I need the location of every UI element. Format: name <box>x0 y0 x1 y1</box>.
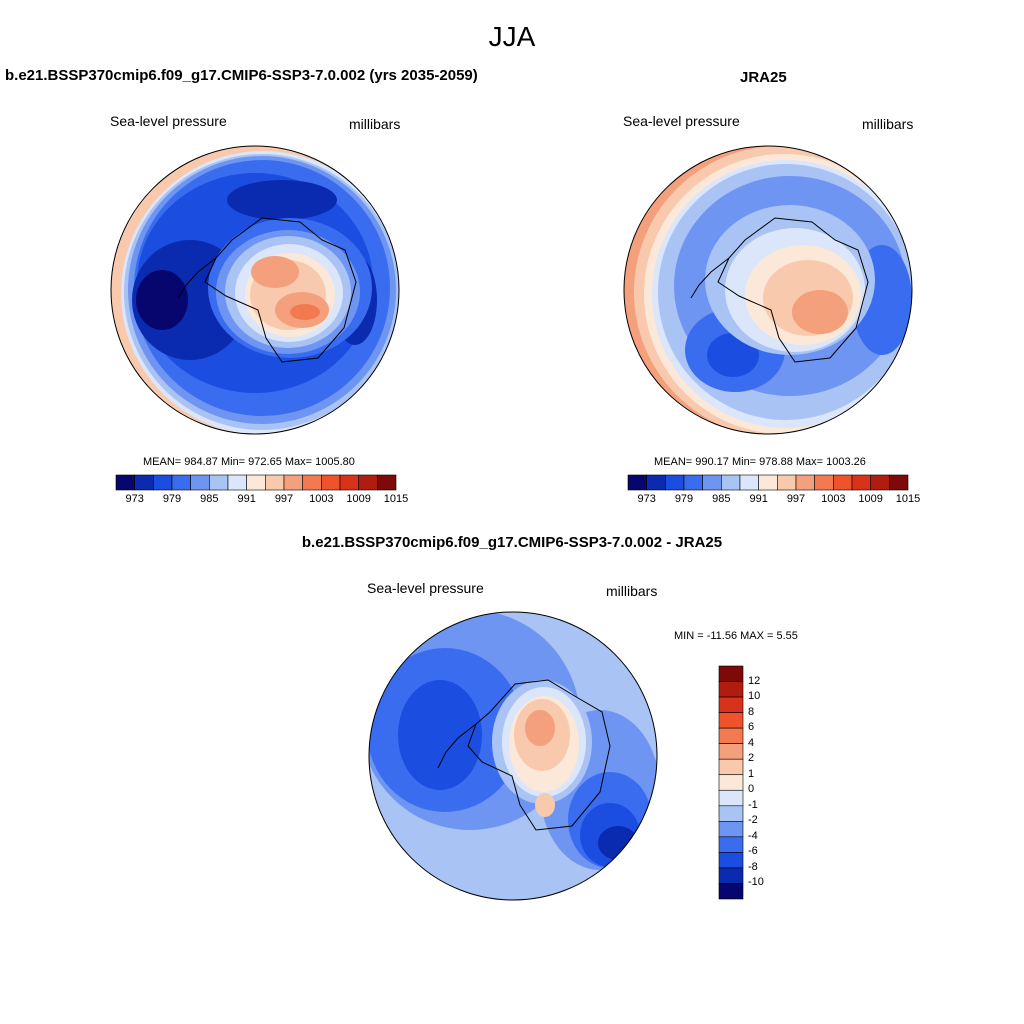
panel-1-colorbar-box <box>153 474 173 491</box>
panel-3-colorbar-tick-label: 12 <box>748 674 761 687</box>
panel-3-colorbar-box <box>718 681 744 698</box>
panel-3-colorbar-tick-label: -6 <box>748 845 758 858</box>
panel-3-colorbar-box <box>718 727 744 744</box>
panel-2-colorbar-tick-label: 1003 <box>821 493 846 505</box>
panel-2-colorbar-box <box>739 474 759 491</box>
panel-2-colorbar-box <box>795 474 815 491</box>
panel-2-colorbar-box <box>758 474 778 491</box>
panel-2-colorbar-box <box>870 474 890 491</box>
panel-3-colorbar-box <box>718 805 744 822</box>
panel-3-colorbar-box <box>718 867 744 884</box>
panel-3-colorbar-tick-label: -8 <box>748 860 758 873</box>
panel-3-colorbar-tick-label: -2 <box>748 814 758 827</box>
panel-1-colorbar-box <box>377 474 397 491</box>
panel-1-stats: MEAN= 984.87 Min= 972.65 Max= 1005.80 <box>143 456 355 468</box>
panel-3-stats: MIN = -11.56 MAX = 5.55 <box>674 630 798 642</box>
panel-1-colorbar <box>115 474 397 491</box>
panel-1-units-label: millibars <box>349 116 401 132</box>
panel-2-colorbar-tick-label: 997 <box>786 493 806 505</box>
panel-3-colorbar-box <box>718 696 744 713</box>
panel-1-colorbar-box <box>171 474 191 491</box>
panel-1-colorbar-tick-label: 991 <box>237 493 256 505</box>
panel-3-colorbar-box <box>718 774 744 791</box>
panel-3-colorbar-box <box>718 758 744 776</box>
panel-1-colorbar-box <box>227 474 247 491</box>
panel-2-colorbar-tick-label: 973 <box>637 493 656 505</box>
panel-3-colorbar-tick-label: 4 <box>748 736 755 749</box>
panel-2-colorbar-tick-label: 1009 <box>858 493 883 505</box>
panel-1-colorbar-box <box>246 474 266 491</box>
panel-3-map-border <box>368 611 658 901</box>
panel-2-colorbar-box <box>889 474 909 491</box>
panel-1-colorbar-box <box>321 474 341 491</box>
panel-3-colorbar-box <box>718 712 744 729</box>
panel-2-colorbar-box <box>814 474 834 491</box>
panel-1-colorbar-tick-label: 1009 <box>346 493 371 505</box>
season-title: JJA <box>488 21 536 52</box>
panel-1-title: b.e21.BSSP370cmip6.f09_g17.CMIP6-SSP3-7.… <box>5 67 478 84</box>
panel-1-colorbar-box <box>134 474 154 491</box>
panel-1-colorbar-box <box>190 474 210 491</box>
panel-3-colorbar-tick-label: 10 <box>748 690 761 703</box>
panel-2-colorbar-box <box>665 474 685 491</box>
panel-3-title: b.e21.BSSP370cmip6.f09_g17.CMIP6-SSP3-7.… <box>301 534 723 551</box>
panel-2-colorbar-box <box>833 474 853 491</box>
panel-3-units-label: millibars <box>606 583 658 599</box>
panel-1-colorbar-box <box>265 474 285 491</box>
panel-3-colorbar-box <box>718 836 744 853</box>
panel-2-colorbar-tick-label: 991 <box>749 493 768 505</box>
panel-1-colorbar-tick-label: 1003 <box>309 493 334 505</box>
panel-2-colorbar-box <box>777 474 797 491</box>
panel-2-map <box>624 146 912 434</box>
panel-2-map-border <box>623 145 913 435</box>
panel-2-colorbar-box <box>627 474 647 491</box>
panel-2-variable-label: Sea-level pressure <box>623 113 740 129</box>
panel-1-map <box>111 146 399 434</box>
panel-1-colorbar-tick-label: 979 <box>162 493 182 505</box>
panel-1-variable-label: Sea-level pressure <box>110 113 227 129</box>
panel-3-variable-label: Sea-level pressure <box>367 580 484 596</box>
panel-3-colorbar-box <box>718 821 744 838</box>
panel-2-colorbar-tick-label: 985 <box>712 493 731 505</box>
panel-1-colorbar-box <box>339 474 359 491</box>
panel-1-colorbar-tick-label: 997 <box>274 493 294 505</box>
panel-3-colorbar-tick-label: -10 <box>748 876 764 889</box>
panel-3-colorbar-tick-label: -1 <box>748 798 758 811</box>
panel-1-colorbar-box <box>283 474 303 491</box>
panel-3-colorbar-box <box>718 852 744 869</box>
panel-1-colorbar-tick-label: 973 <box>125 493 144 505</box>
panel-1-colorbar-box <box>358 474 378 491</box>
panel-3-colorbar-tick-label: 8 <box>748 705 755 718</box>
panel-3-colorbar-tick-label: -4 <box>748 829 758 842</box>
panel-2-title: JRA25 <box>740 69 787 86</box>
panel-3-colorbar-box <box>718 883 744 900</box>
panel-3-colorbar-tick-label: 2 <box>748 752 755 765</box>
panel-2-colorbar-tick-label: 979 <box>674 493 694 505</box>
panel-3-colorbar-tick-label: 6 <box>748 721 755 734</box>
panel-3-colorbar-box <box>718 665 744 682</box>
panel-2-colorbar-tick-label: 1015 <box>895 493 921 505</box>
panel-3-colorbar <box>718 665 744 900</box>
panel-2-stats: MEAN= 990.17 Min= 978.88 Max= 1003.26 <box>654 456 866 468</box>
panel-3-colorbar-box <box>718 789 744 807</box>
panel-3-colorbar-box <box>718 743 744 760</box>
panel-1-colorbar-tick-label: 985 <box>200 493 219 505</box>
panel-2-colorbar-box <box>646 474 666 491</box>
panel-1-colorbar-box <box>115 474 135 491</box>
panel-2-colorbar-box <box>721 474 741 491</box>
panel-2-colorbar <box>627 474 909 491</box>
panel-2-units-label: millibars <box>862 116 914 132</box>
panel-1-map-border <box>110 145 400 435</box>
panel-1-colorbar-tick-label: 1015 <box>383 493 409 505</box>
panel-1-colorbar-box <box>209 474 229 491</box>
panel-3-map <box>369 612 657 900</box>
panel-3-colorbar-tick-label: 0 <box>748 783 755 796</box>
panel-2-colorbar-box <box>683 474 703 491</box>
panel-2-colorbar-box <box>702 474 722 491</box>
panel-1-colorbar-box <box>302 474 322 491</box>
panel-2-colorbar-box <box>851 474 871 491</box>
panel-3-colorbar-tick-label: 1 <box>748 767 755 780</box>
